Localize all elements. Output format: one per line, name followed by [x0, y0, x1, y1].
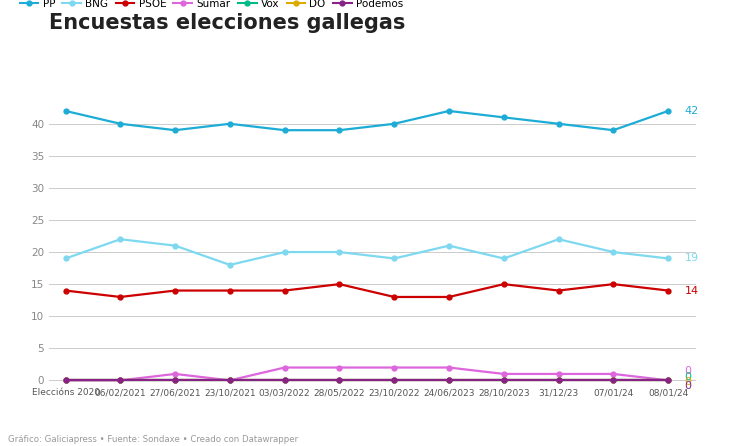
Text: 0: 0 — [685, 366, 692, 376]
Text: 42: 42 — [685, 106, 699, 116]
Text: Gráfico: Galiciapress • Fuente: Sondaxe • Creado con Datawrapper: Gráfico: Galiciapress • Fuente: Sondaxe … — [8, 435, 298, 444]
Legend: PP, BNG, PSOE, Sumar, Vox, DO, Podemos: PP, BNG, PSOE, Sumar, Vox, DO, Podemos — [16, 0, 407, 13]
Text: 0: 0 — [685, 381, 692, 391]
Text: Encuestas elecciones gallegas: Encuestas elecciones gallegas — [49, 13, 405, 33]
Text: 14: 14 — [685, 285, 699, 296]
Text: 0: 0 — [685, 372, 692, 382]
Text: 19: 19 — [685, 253, 699, 264]
Text: 0: 0 — [685, 376, 692, 387]
